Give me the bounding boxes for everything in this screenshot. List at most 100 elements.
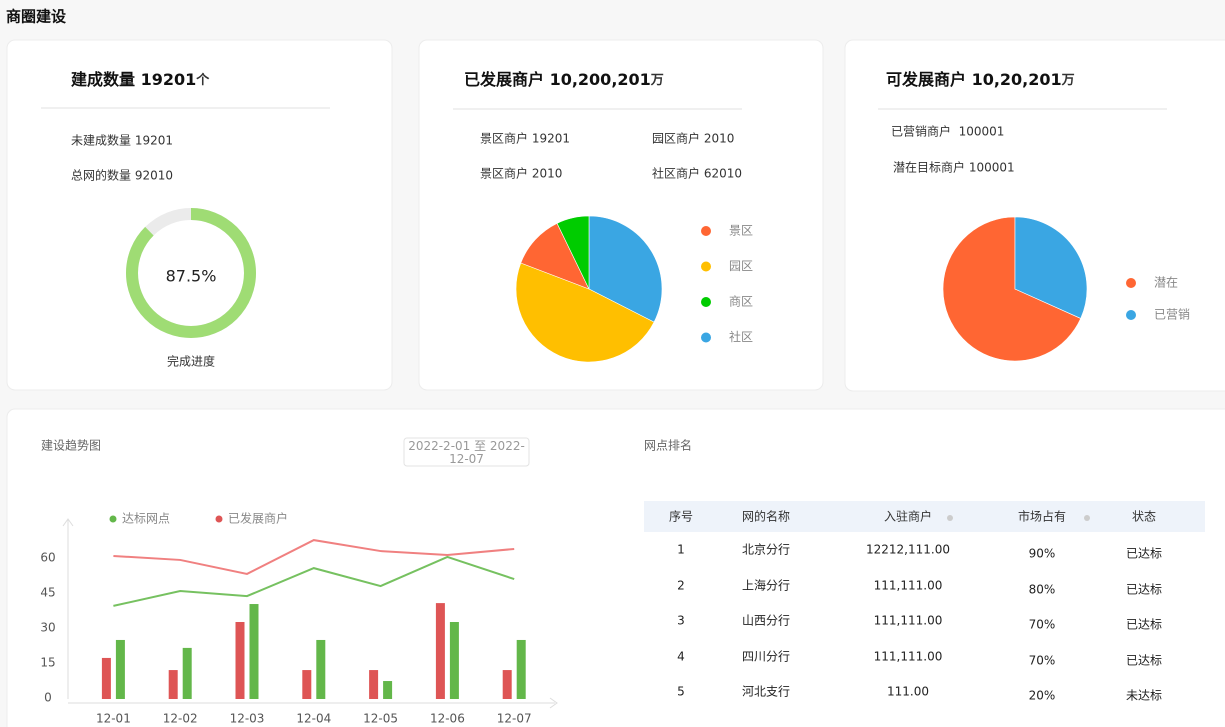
legend-swatch: [1126, 310, 1136, 320]
table-cell: 3: [677, 614, 685, 628]
y-tick-label: 15: [40, 656, 55, 670]
line: [113, 555, 515, 607]
table-cell: 20%: [1029, 689, 1056, 703]
x-tick-label: 12-02: [163, 712, 198, 726]
table-cell: 已达标: [1126, 547, 1162, 561]
bar: [502, 670, 512, 699]
column-header: 状态: [1132, 510, 1156, 524]
card-title: 建成数量 19201个: [71, 70, 210, 89]
y-tick-label: 60: [40, 551, 55, 565]
sort-icon[interactable]: [1084, 515, 1090, 521]
section-title: 网点排名: [644, 438, 692, 453]
bar: [449, 622, 459, 699]
legend-swatch: [1126, 278, 1136, 288]
bar: [369, 670, 379, 699]
unit: 万: [650, 73, 664, 88]
table-cell: 北京分行: [742, 543, 790, 557]
table-cell: 111,111.00: [874, 579, 943, 593]
table-cell: 上海分行: [742, 578, 790, 593]
pie-slice: [588, 215, 663, 323]
bar: [101, 657, 111, 699]
bar: [249, 604, 259, 699]
axis-arrow: [549, 697, 558, 709]
x-tick-label: 12-07: [497, 712, 532, 726]
legend-label: 潜在: [1154, 276, 1178, 290]
sort-icon[interactable]: [947, 515, 953, 521]
date-picker[interactable]: [403, 437, 530, 467]
bar: [168, 670, 178, 699]
date-range[interactable]: 2022-2-01 至 2022-12-07: [408, 439, 525, 466]
pie-slice: [515, 262, 655, 363]
table-cell: 111,111.00: [874, 650, 943, 664]
stat: 景区商户 19201: [480, 131, 570, 146]
stat: 已营销商户 100001: [891, 124, 1004, 139]
table-cell: 111.00: [887, 685, 929, 699]
table-cell: 90%: [1029, 547, 1056, 561]
legend-label: 达标网点: [122, 512, 170, 526]
table-cell: 已达标: [1126, 583, 1162, 597]
x-tick-label: 12-03: [230, 712, 265, 726]
pie-slice: [942, 216, 1082, 362]
table-cell: 未达标: [1126, 689, 1162, 703]
table-cell: 5: [677, 685, 685, 699]
pie-slice: [1014, 216, 1088, 319]
table-cell: 2: [677, 579, 685, 593]
column-header: 市场占有: [1018, 509, 1066, 524]
legend-swatch: [701, 332, 711, 343]
bar: [383, 681, 393, 699]
table-cell: 山西分行: [742, 614, 790, 628]
y-tick-label: 45: [40, 586, 55, 600]
title-text: 建成数量 19201: [71, 70, 196, 89]
unit: 万: [1061, 73, 1075, 88]
legend-swatch: [701, 226, 711, 236]
legend-label: 已发展商户: [228, 511, 288, 526]
table-cell: 70%: [1029, 618, 1056, 632]
legend-label: 已营销: [1154, 308, 1190, 322]
table-cell: 四川分行: [742, 650, 790, 664]
column-header: 入驻商户: [884, 509, 932, 524]
bar: [302, 670, 312, 699]
legend-label: 园区: [729, 259, 753, 273]
column-header: 网的名称: [742, 509, 790, 524]
column-header: 序号: [669, 509, 693, 524]
x-tick-label: 12-06: [430, 712, 465, 726]
caption: 完成进度: [167, 354, 215, 369]
legend-swatch: [701, 297, 711, 307]
x-tick-label: 12-01: [96, 712, 131, 726]
y-tick-label: 0: [44, 691, 52, 705]
y-tick-label: 30: [40, 621, 55, 635]
table-cell: 1: [677, 543, 685, 557]
card-title: 可发展商户 10,20,201万: [886, 70, 1075, 89]
table-cell: 已达标: [1126, 618, 1162, 632]
legend-label: 社区: [729, 329, 753, 344]
table-cell: 70%: [1029, 654, 1056, 668]
title-text: 可发展商户 10,20,201: [886, 70, 1062, 89]
table-cell: 111,111.00: [874, 614, 943, 628]
pie-slice: [556, 215, 590, 290]
page-title: 商圈建设: [6, 8, 66, 26]
bar: [235, 622, 245, 699]
table-cell: 80%: [1029, 583, 1056, 597]
card: [844, 39, 1225, 392]
x-tick-label: 12-04: [296, 712, 331, 726]
bar: [435, 603, 445, 699]
stat: 潜在目标商户 100001: [893, 160, 1015, 175]
bar: [516, 639, 526, 699]
table-cell: 4: [677, 650, 685, 664]
stat: 未建成数量 19201: [71, 133, 173, 148]
progress-arc: [126, 208, 256, 338]
bar: [316, 639, 326, 699]
card: [6, 408, 1225, 727]
table-cell: 已达标: [1126, 654, 1162, 668]
stat: 景区商户 2010: [480, 166, 562, 181]
date-range-box: 2022-2-01 至 2022-12-07: [408, 439, 525, 466]
table-header: [644, 501, 1205, 532]
legend-swatch: [215, 515, 223, 523]
bar: [182, 647, 192, 699]
stat: 社区商户 62010: [652, 166, 742, 181]
section-title: 建设趋势图: [41, 439, 101, 453]
title-text: 已发展商户 10,200,201: [464, 70, 651, 89]
progress-label: 87.5%: [166, 267, 217, 286]
bar: [115, 639, 125, 699]
